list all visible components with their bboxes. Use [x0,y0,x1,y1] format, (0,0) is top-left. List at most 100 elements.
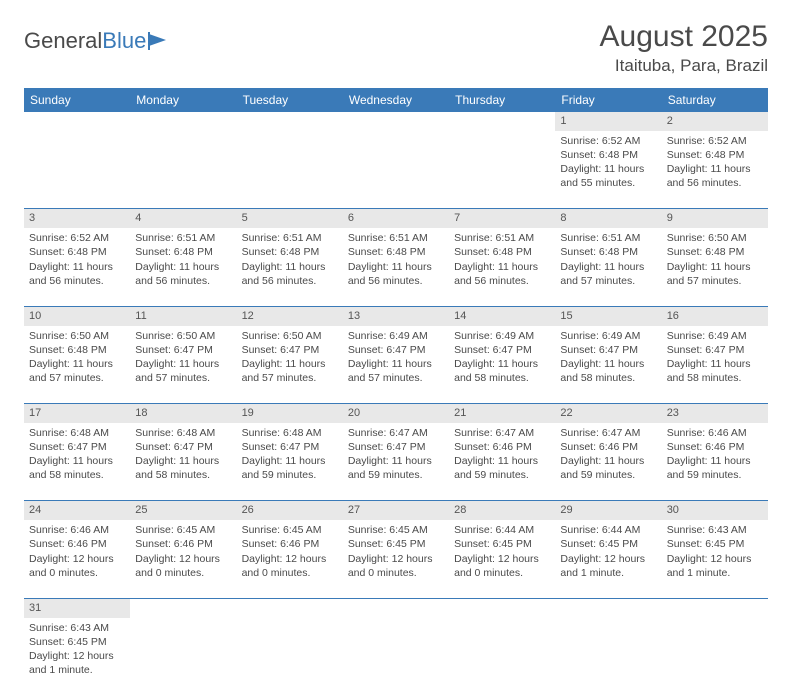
day-detail-line: Sunrise: 6:50 AM [242,329,338,343]
day-number-cell [555,598,661,617]
day-detail-cell: Sunrise: 6:44 AMSunset: 6:45 PMDaylight:… [555,520,661,598]
day-detail-line: Daylight: 12 hours [454,552,550,566]
day-number-cell [130,112,236,131]
day-detail-cell [555,618,661,696]
day-detail-cell: Sunrise: 6:50 AMSunset: 6:48 PMDaylight:… [24,326,130,404]
day-detail-cell: Sunrise: 6:43 AMSunset: 6:45 PMDaylight:… [24,618,130,696]
day-detail-line: Sunrise: 6:45 AM [348,523,444,537]
day-number-cell [662,598,768,617]
day-detail-line: Sunrise: 6:49 AM [667,329,763,343]
day-detail-line: Daylight: 11 hours [348,260,444,274]
day-detail-line: Sunrise: 6:44 AM [454,523,550,537]
day-detail-line: Sunrise: 6:46 AM [29,523,125,537]
day-detail-line: Daylight: 11 hours [29,357,125,371]
day-detail-line: and 0 minutes. [135,566,231,580]
day-detail-cell: Sunrise: 6:46 AMSunset: 6:46 PMDaylight:… [24,520,130,598]
day-number-cell: 24 [24,501,130,520]
day-detail-cell: Sunrise: 6:43 AMSunset: 6:45 PMDaylight:… [662,520,768,598]
day-detail-line: and 57 minutes. [242,371,338,385]
day-detail-line: Daylight: 11 hours [667,162,763,176]
day-detail-line: Sunset: 6:46 PM [135,537,231,551]
day-detail-cell: Sunrise: 6:51 AMSunset: 6:48 PMDaylight:… [555,228,661,306]
day-detail-line: and 1 minute. [667,566,763,580]
day-detail-line: and 56 minutes. [242,274,338,288]
day-detail-line: Sunset: 6:47 PM [348,440,444,454]
day-detail-cell [662,618,768,696]
day-detail-line: Sunset: 6:47 PM [242,343,338,357]
day-detail-cell: Sunrise: 6:46 AMSunset: 6:46 PMDaylight:… [662,423,768,501]
day-number-row: 3456789 [24,209,768,228]
day-detail-line: and 57 minutes. [29,371,125,385]
day-detail-row: Sunrise: 6:50 AMSunset: 6:48 PMDaylight:… [24,326,768,404]
weekday-header: Saturday [662,88,768,112]
day-detail-cell [130,618,236,696]
day-number-cell [343,112,449,131]
day-detail-line: Daylight: 11 hours [454,357,550,371]
day-detail-line: Sunrise: 6:51 AM [135,231,231,245]
day-number-row: 12 [24,112,768,131]
day-detail-row: Sunrise: 6:48 AMSunset: 6:47 PMDaylight:… [24,423,768,501]
day-detail-line: Sunset: 6:46 PM [560,440,656,454]
brand-part2: Blue [102,28,146,54]
day-detail-line: and 1 minute. [560,566,656,580]
day-detail-cell: Sunrise: 6:49 AMSunset: 6:47 PMDaylight:… [555,326,661,404]
day-detail-line: Sunrise: 6:50 AM [29,329,125,343]
day-detail-line: Sunrise: 6:49 AM [560,329,656,343]
day-number-cell: 19 [237,404,343,423]
day-detail-line: Sunrise: 6:46 AM [667,426,763,440]
day-detail-line: Sunset: 6:46 PM [29,537,125,551]
day-detail-line: Daylight: 11 hours [135,454,231,468]
day-number-cell: 11 [130,306,236,325]
day-detail-line: Sunset: 6:48 PM [560,148,656,162]
day-number-cell: 26 [237,501,343,520]
calendar-table: SundayMondayTuesdayWednesdayThursdayFrid… [24,88,768,696]
day-detail-line: Daylight: 11 hours [29,454,125,468]
day-detail-cell: Sunrise: 6:52 AMSunset: 6:48 PMDaylight:… [662,131,768,209]
day-detail-line: Sunset: 6:47 PM [135,440,231,454]
day-number-row: 10111213141516 [24,306,768,325]
day-detail-line: and 58 minutes. [135,468,231,482]
day-detail-line: Sunrise: 6:43 AM [667,523,763,537]
day-detail-line: Sunset: 6:48 PM [667,245,763,259]
day-number-cell: 17 [24,404,130,423]
day-detail-line: and 55 minutes. [560,176,656,190]
day-detail-cell: Sunrise: 6:49 AMSunset: 6:47 PMDaylight:… [449,326,555,404]
day-number-cell: 31 [24,598,130,617]
day-detail-line: Sunset: 6:48 PM [135,245,231,259]
day-detail-line: Daylight: 11 hours [242,260,338,274]
day-detail-line: Sunset: 6:47 PM [242,440,338,454]
day-detail-line: Sunrise: 6:51 AM [454,231,550,245]
day-number-cell [237,112,343,131]
day-detail-cell: Sunrise: 6:50 AMSunset: 6:48 PMDaylight:… [662,228,768,306]
day-number-cell: 9 [662,209,768,228]
day-number-cell: 2 [662,112,768,131]
day-detail-line: Sunrise: 6:48 AM [135,426,231,440]
day-detail-line: Sunrise: 6:52 AM [560,134,656,148]
day-detail-line: Daylight: 11 hours [348,357,444,371]
day-detail-line: Daylight: 11 hours [454,260,550,274]
day-number-cell: 12 [237,306,343,325]
day-detail-line: and 0 minutes. [242,566,338,580]
day-detail-line: and 59 minutes. [348,468,444,482]
day-detail-cell: Sunrise: 6:48 AMSunset: 6:47 PMDaylight:… [24,423,130,501]
day-detail-cell: Sunrise: 6:49 AMSunset: 6:47 PMDaylight:… [662,326,768,404]
day-detail-line: Daylight: 11 hours [242,454,338,468]
day-detail-cell: Sunrise: 6:47 AMSunset: 6:47 PMDaylight:… [343,423,449,501]
day-detail-cell: Sunrise: 6:52 AMSunset: 6:48 PMDaylight:… [24,228,130,306]
brand-logo: GeneralBlue [24,28,170,54]
day-detail-line: Sunrise: 6:47 AM [454,426,550,440]
day-number-cell [449,112,555,131]
day-detail-cell: Sunrise: 6:45 AMSunset: 6:45 PMDaylight:… [343,520,449,598]
day-detail-line: Sunset: 6:45 PM [348,537,444,551]
day-number-cell: 8 [555,209,661,228]
day-number-cell: 25 [130,501,236,520]
header: GeneralBlue August 2025 Itaituba, Para, … [24,20,768,76]
day-detail-line: Sunrise: 6:51 AM [560,231,656,245]
day-number-cell [237,598,343,617]
day-detail-line: Sunrise: 6:47 AM [348,426,444,440]
day-detail-line: Daylight: 12 hours [135,552,231,566]
day-detail-line: Daylight: 12 hours [29,649,125,663]
day-detail-cell: Sunrise: 6:45 AMSunset: 6:46 PMDaylight:… [130,520,236,598]
day-detail-line: Sunset: 6:48 PM [242,245,338,259]
day-number-cell: 6 [343,209,449,228]
